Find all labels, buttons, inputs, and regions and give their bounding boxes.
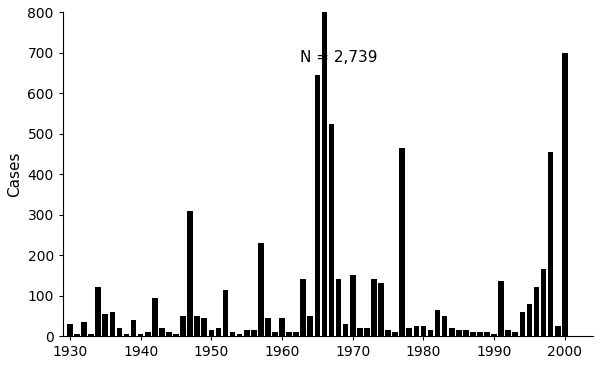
Bar [463,330,469,336]
Bar [428,330,433,336]
Text: N = 2,739: N = 2,739 [300,50,377,65]
Bar [180,316,186,336]
Bar [159,328,164,336]
Bar [286,332,292,336]
Bar [74,334,80,336]
Bar [194,316,200,336]
Bar [343,324,349,336]
Bar [314,75,320,336]
Bar [378,283,384,336]
Bar [400,148,405,336]
Bar [470,332,476,336]
Bar [202,318,207,336]
Bar [499,281,504,336]
Bar [301,279,306,336]
Bar [230,332,235,336]
Bar [251,330,257,336]
Bar [505,330,511,336]
Bar [520,312,525,336]
Bar [527,304,532,336]
Bar [244,330,250,336]
Bar [392,332,398,336]
Bar [265,318,271,336]
Bar [322,12,327,336]
Bar [307,316,313,336]
Bar [385,330,391,336]
Bar [336,279,341,336]
Bar [131,320,136,336]
Bar [541,269,547,336]
Bar [477,332,483,336]
Bar [67,324,73,336]
Bar [209,330,214,336]
Bar [357,328,362,336]
Bar [364,328,370,336]
Bar [293,332,299,336]
Bar [110,312,115,336]
Bar [484,332,490,336]
Bar [413,326,419,336]
Bar [491,334,497,336]
Bar [223,290,229,336]
Bar [138,334,143,336]
Bar [329,124,334,336]
Bar [152,298,158,336]
Bar [435,310,440,336]
Bar [548,152,553,336]
Bar [533,287,539,336]
Bar [456,330,461,336]
Bar [215,328,221,336]
Bar [124,334,130,336]
Bar [350,275,356,336]
Bar [258,243,263,336]
Bar [512,332,518,336]
Bar [103,314,108,336]
Bar [145,332,151,336]
Bar [442,316,448,336]
Bar [555,326,560,336]
Bar [371,279,377,336]
Bar [95,287,101,336]
Bar [81,322,87,336]
Bar [88,334,94,336]
Bar [187,211,193,336]
Y-axis label: Cases: Cases [7,152,22,197]
Bar [116,328,122,336]
Bar [562,53,568,336]
Bar [421,326,426,336]
Bar [279,318,285,336]
Bar [272,332,278,336]
Bar [237,334,242,336]
Bar [449,328,455,336]
Bar [173,334,179,336]
Bar [166,332,172,336]
Bar [406,328,412,336]
